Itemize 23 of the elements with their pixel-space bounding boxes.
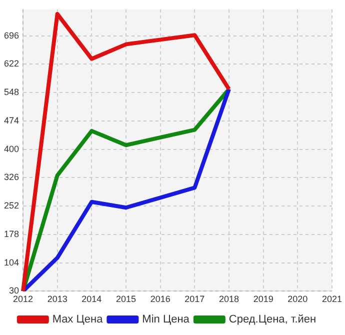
y-tick-label: 104 [4, 257, 20, 268]
x-tick-label: 2018 [218, 294, 240, 304]
y-tick-label: 326 [4, 172, 20, 182]
y-tick-label: 178 [4, 228, 20, 239]
x-tick-label: 2014 [82, 294, 102, 304]
y-tick-label: 622 [4, 58, 20, 69]
y-tick-label: 30 [9, 286, 20, 296]
y-tick-label: 548 [4, 87, 20, 98]
x-tick-label: 2016 [150, 294, 170, 304]
legend-label: Max Цена [52, 314, 104, 326]
y-tick-label: 474 [4, 115, 20, 126]
x-tick-label: 2017 [184, 294, 205, 304]
x-tick-label: 2020 [288, 294, 308, 304]
y-tick-label: 252 [4, 200, 20, 211]
x-tick-label: 2013 [47, 294, 68, 304]
x-tick-label: 2012 [13, 294, 34, 304]
x-tick-label: 2015 [116, 294, 136, 304]
legend-label: Сред.Цена, т.йен [228, 314, 316, 326]
x-tick-label: 2021 [322, 294, 342, 304]
x-tick-label: 2019 [253, 294, 274, 304]
legend-label: Min Цена [142, 314, 190, 326]
y-tick-label: 696 [4, 30, 20, 40]
y-tick-label: 400 [4, 144, 20, 154]
